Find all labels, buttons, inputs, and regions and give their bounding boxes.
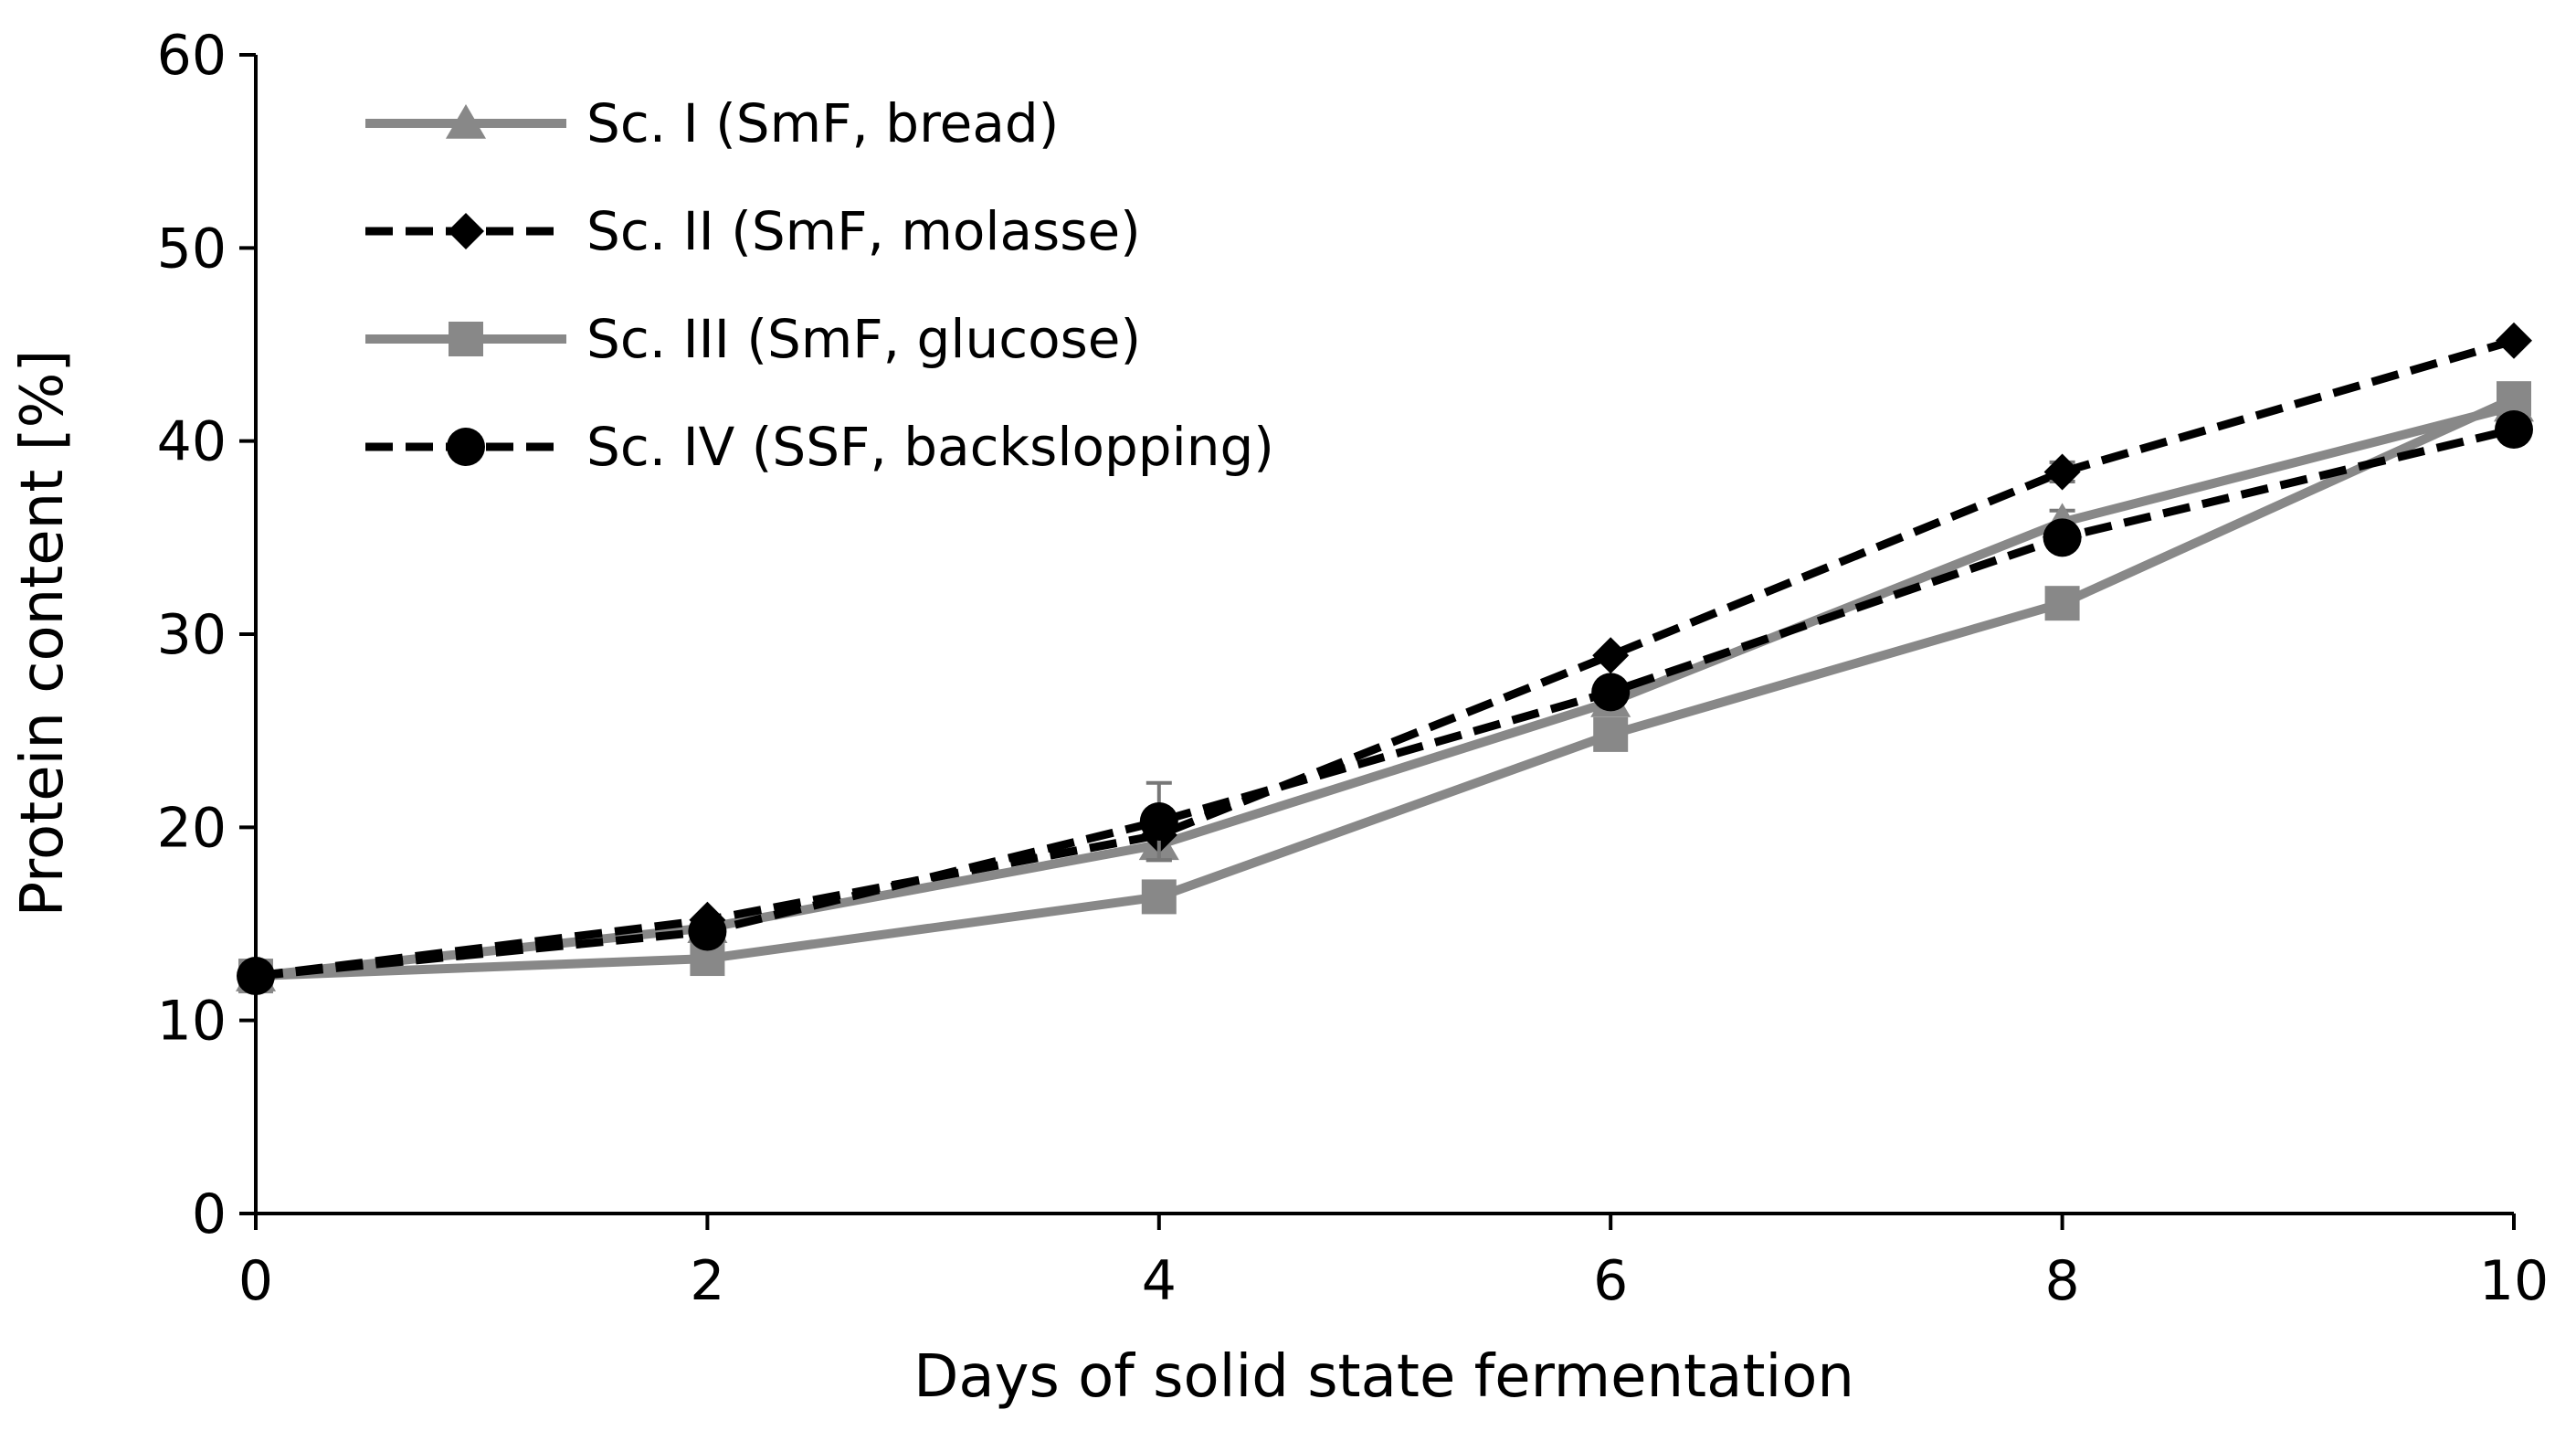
data-point xyxy=(1139,801,1178,841)
y-tick-label: 20 xyxy=(157,796,227,860)
series-line xyxy=(255,336,2516,980)
data-point xyxy=(237,957,275,996)
legend-marker xyxy=(447,428,485,466)
x-tick-label: 2 xyxy=(690,1249,724,1313)
data-point xyxy=(1591,673,1631,712)
series-line xyxy=(255,425,2516,980)
x-tick-label: 0 xyxy=(238,1249,273,1313)
legend-marker xyxy=(449,322,483,356)
series-3 xyxy=(238,381,2531,994)
legend-label: Sc. IV (SSF, backslopping) xyxy=(586,416,1274,478)
legend-marker xyxy=(448,213,484,249)
legend-marker xyxy=(445,104,487,139)
y-tick-label: 40 xyxy=(157,410,227,474)
data-point xyxy=(2495,409,2533,449)
series-line xyxy=(255,394,2517,981)
y-tick-label: 60 xyxy=(157,24,227,88)
x-tick-label: 10 xyxy=(2479,1249,2549,1313)
y-tick-label: 0 xyxy=(192,1182,227,1246)
axes: 0 10 20 30 40 50 60 0 2 4 6 8 10 xyxy=(157,24,2550,1313)
y-tick-label: 30 xyxy=(157,603,227,667)
legend-item: Sc. IV (SSF, backslopping) xyxy=(365,416,1274,478)
legend-label: Sc. II (SmF, molasse) xyxy=(586,200,1141,262)
legend-label: Sc. III (SmF, glucose) xyxy=(586,308,1141,370)
data-point xyxy=(2043,453,2081,491)
plot-area xyxy=(235,322,2535,996)
legend-item: Sc. II (SmF, molasse) xyxy=(365,200,1141,262)
x-tick-label: 4 xyxy=(1142,1249,1177,1313)
data-point xyxy=(688,912,727,951)
x-tick-label: 6 xyxy=(1593,1249,1628,1313)
data-point xyxy=(1592,637,1630,674)
data-point xyxy=(2497,381,2531,417)
data-point xyxy=(2043,518,2082,557)
legend-label: Sc. I (SmF, bread) xyxy=(586,92,1059,154)
x-tick-label: 8 xyxy=(2045,1249,2080,1313)
y-tick-label: 50 xyxy=(157,217,227,281)
series-4 xyxy=(237,409,2533,996)
x-axis-title: Days of solid state fermentation xyxy=(913,1343,1854,1411)
series-2 xyxy=(238,322,2532,995)
legend-item: Sc. I (SmF, bread) xyxy=(365,92,1059,154)
series-line xyxy=(255,401,2516,981)
data-point xyxy=(2044,586,2080,621)
y-tick-label: 10 xyxy=(157,990,227,1054)
series-1 xyxy=(235,387,2535,991)
data-point xyxy=(2496,322,2532,359)
legend: Sc. I (SmF, bread) Sc. II (SmF, molasse) S… xyxy=(365,92,1274,478)
data-point xyxy=(1141,879,1177,915)
legend-item: Sc. III (SmF, glucose) xyxy=(365,308,1141,370)
y-axis-title: Protein content [%] xyxy=(9,350,77,917)
data-point xyxy=(1593,716,1629,752)
